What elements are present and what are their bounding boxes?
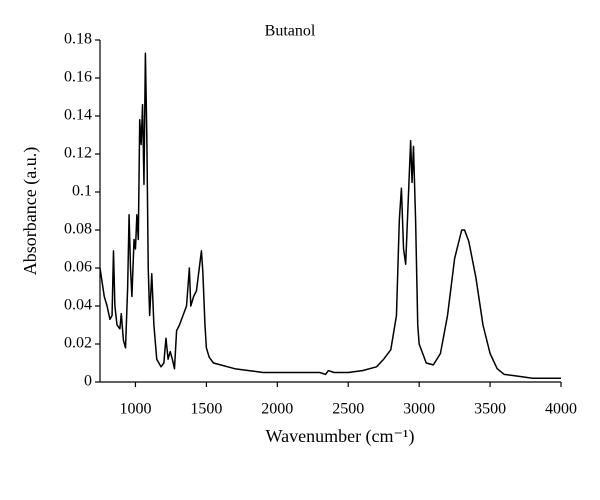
x-tick-label: 2000 [261,401,293,418]
y-tick-label: 0.18 [64,31,92,48]
y-tick-label: 0 [84,373,92,390]
x-tick-label: 2500 [332,401,364,418]
y-tick-label: 0.1 [72,183,92,200]
x-tick-label: 1500 [190,401,222,418]
x-tick-label: 1000 [119,401,151,418]
x-tick-label: 4000 [545,401,577,418]
spectrum-line [99,52,561,379]
y-axis-label: Absorbance (a.u.) [20,147,41,275]
x-tick-label: 3500 [474,401,506,418]
y-tick-label: 0.12 [64,145,92,162]
x-axis-label: Wavenumber (cm⁻¹) [266,426,415,447]
y-tick-label: 0.04 [64,297,92,314]
y-tick-label: 0.06 [64,259,92,276]
y-tick-label: 0.16 [64,69,92,86]
y-tick-label: 0.08 [64,221,92,238]
x-tick-label: 3000 [403,401,435,418]
y-tick-label: 0.02 [64,335,92,352]
y-tick-label: 0.14 [64,107,92,124]
chart-title: Butanol [265,23,316,40]
